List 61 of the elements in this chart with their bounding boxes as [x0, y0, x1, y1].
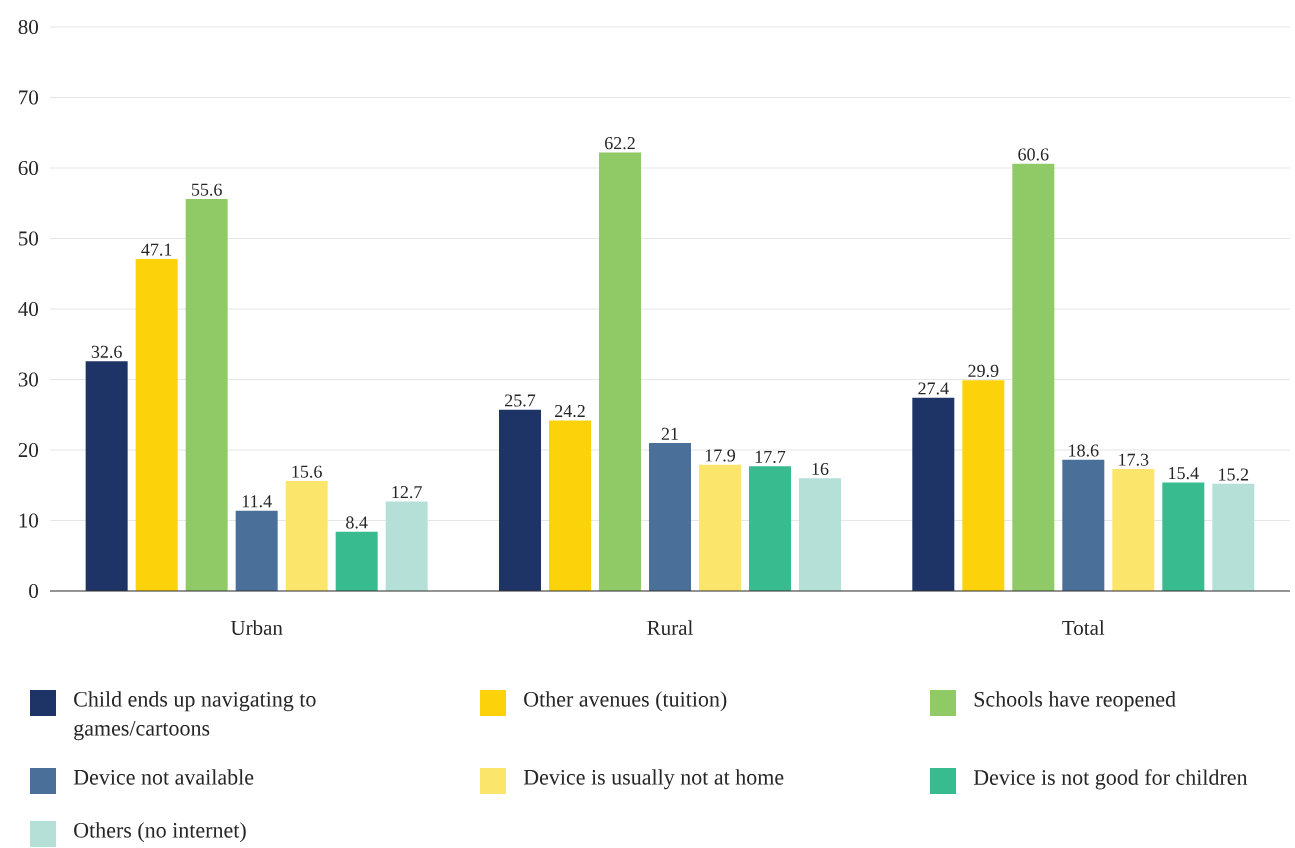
- x-tick-label: Total: [1062, 620, 1105, 635]
- data-label: 55.6: [191, 183, 222, 196]
- bar: [335, 531, 378, 591]
- legend-label: Device is usually not at home: [523, 769, 784, 790]
- bar: [285, 481, 328, 591]
- y-tick-label: 20: [18, 442, 38, 458]
- y-tick-label: 80: [18, 19, 38, 35]
- y-tick-label: 10: [19, 513, 38, 528]
- bar: [548, 420, 591, 591]
- data-label: 21: [661, 427, 678, 440]
- bar: [912, 397, 955, 591]
- bar: [135, 258, 178, 591]
- y-tick-label: 0: [29, 583, 38, 599]
- y-tick-label: 70: [19, 90, 38, 105]
- bar: [798, 478, 841, 591]
- data-label: 32.6: [91, 345, 122, 358]
- data-label: 17.3: [1119, 453, 1149, 466]
- data-label: 18.6: [1069, 444, 1099, 457]
- data-label: 17.7: [755, 450, 786, 464]
- legend-label: Schools have reopened: [974, 691, 1176, 712]
- data-label: 29.9: [968, 364, 999, 377]
- x-tick-label: Rural: [647, 620, 693, 635]
- data-label: 17.9: [705, 449, 736, 462]
- data-label: 12.7: [392, 486, 422, 499]
- data-label: 47.1: [141, 243, 172, 256]
- data-label: 16: [812, 462, 829, 475]
- data-label: 15.4: [1169, 467, 1199, 480]
- bar: [598, 152, 641, 591]
- bar: [698, 464, 741, 591]
- data-label: 62.2: [605, 137, 635, 150]
- y-tick-label: 50: [19, 231, 38, 246]
- bar: [498, 409, 541, 591]
- x-tick-label: Urban: [230, 620, 283, 635]
- bar: [1112, 469, 1155, 591]
- data-label: 11.4: [242, 495, 272, 508]
- bar: [1062, 459, 1105, 591]
- bar: [185, 199, 228, 591]
- data-label: 24.2: [555, 405, 585, 418]
- data-label: 8.4: [346, 516, 368, 529]
- data-label: 60.6: [1018, 148, 1049, 161]
- legend-label: Others (no internet): [74, 822, 246, 843]
- data-label: 27.4: [918, 382, 949, 395]
- bar: [235, 510, 278, 591]
- legend-label: Other avenues (tuition): [524, 691, 727, 712]
- bar: [962, 380, 1005, 591]
- bar: [1012, 163, 1055, 591]
- y-tick-label: 40: [18, 301, 38, 317]
- bar: [1162, 482, 1205, 591]
- data-label: 25.7: [505, 394, 536, 407]
- data-label: 15.6: [292, 465, 322, 478]
- bar: [85, 361, 128, 591]
- bar: [385, 501, 428, 591]
- bar: [1212, 483, 1255, 591]
- y-tick-label: 60: [18, 160, 38, 176]
- bar: [648, 442, 691, 591]
- legend-label: Device is not good for children: [973, 769, 1248, 790]
- data-label: 15.2: [1219, 468, 1249, 481]
- legend-label: Device not available: [73, 769, 254, 785]
- legend-label: Child ends up navigating to games/cartoons: [74, 691, 316, 741]
- bar: [748, 466, 791, 591]
- y-tick-label: 30: [18, 372, 38, 387]
